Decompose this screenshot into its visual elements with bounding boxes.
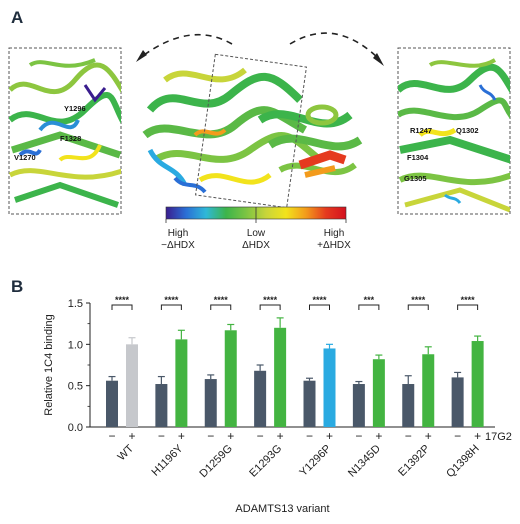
bar-plus — [422, 354, 435, 427]
left-zoom-label-2: F1328 — [60, 134, 81, 143]
panel-a-letter: A — [11, 8, 24, 27]
colorbar-label-mid: Low ΔHDX — [242, 228, 270, 251]
x-category-label: H1196Y — [149, 442, 185, 478]
central-selection-box — [195, 53, 307, 209]
significance-bracket — [259, 304, 281, 310]
bar-minus — [204, 379, 217, 427]
bar-plus — [175, 339, 188, 427]
plus-label: + — [326, 429, 333, 443]
minus-label: − — [454, 429, 461, 443]
plus-label: + — [425, 429, 432, 443]
bar-minus — [155, 384, 168, 427]
significance-bracket — [309, 304, 330, 310]
y-tick-label: 0.5 — [68, 381, 83, 393]
bar-plus — [323, 348, 336, 427]
minus-label: − — [405, 429, 412, 443]
colorbar-label-high: High +ΔHDX — [317, 228, 351, 251]
x-axis-label: ADAMTS13 variant — [235, 503, 329, 515]
treatment-label: 17G2 — [485, 431, 512, 443]
bar-plus — [471, 341, 484, 427]
plus-label: + — [474, 429, 481, 443]
significance-label: **** — [214, 295, 229, 305]
bar-minus — [352, 384, 365, 427]
left-dashed-arrow — [139, 33, 233, 59]
right-arrowhead-icon — [373, 53, 384, 66]
y-axis-label: Relative 1C4 binding — [43, 314, 55, 416]
bar-minus — [451, 377, 464, 427]
significance-bracket — [358, 304, 380, 310]
right-zoom-label-3: F1304 — [407, 153, 429, 162]
significance-bracket — [457, 304, 479, 310]
left-zoom-ribbon — [9, 58, 121, 208]
right-zoom-label-2: Q1302 — [456, 126, 479, 135]
significance-label: **** — [263, 295, 278, 305]
right-zoom-label-4: G1305 — [404, 174, 427, 183]
plus-label: + — [128, 429, 135, 443]
central-structure-ribbon — [142, 67, 363, 194]
minus-label: − — [306, 429, 313, 443]
significance-label: **** — [411, 295, 426, 305]
right-dashed-arrow — [289, 32, 381, 61]
minus-label: − — [207, 429, 214, 443]
x-category-label: E1392P — [396, 443, 432, 479]
panel-a-structure-figure: Y1296 F1328 V1270 — [8, 32, 511, 251]
y-tick-label: 1.5 — [68, 298, 83, 310]
minus-label: − — [257, 429, 264, 443]
right-zoom-ribbon — [398, 58, 510, 213]
panel-a: A — [8, 8, 511, 251]
minus-label: − — [108, 429, 115, 443]
plus-label: + — [227, 429, 234, 443]
colorbar-labels: High −ΔHDX Low ΔHDX High +ΔHDX — [161, 228, 351, 251]
significance-label: *** — [364, 295, 375, 305]
minus-label: − — [158, 429, 165, 443]
x-category-label: Q1398H — [444, 443, 481, 480]
left-zoom-label-3: V1270 — [14, 153, 36, 162]
plus-label: + — [375, 429, 382, 443]
plus-label: + — [178, 429, 185, 443]
x-category-label: D1259G — [197, 443, 234, 480]
significance-label: **** — [164, 295, 179, 305]
x-category-label: Y1296P — [297, 443, 333, 479]
y-tick-label: 1.0 — [68, 339, 83, 351]
significance-bracket — [160, 304, 182, 310]
left-zoom-label-1: Y1296 — [64, 104, 86, 113]
bar-plus — [372, 359, 385, 427]
y-tick-label: 0.0 — [68, 422, 83, 434]
left-arrowhead-icon — [136, 50, 147, 62]
significance-label: **** — [461, 295, 476, 305]
panel-b: B 0.0 0.5 1.0 1.5 Relative 1C4 binding **** − +… — [0, 270, 520, 519]
x-category-label: E1293G — [247, 443, 284, 480]
bar-plus — [274, 327, 287, 427]
bar-plus — [126, 344, 138, 427]
significance-label: **** — [115, 295, 130, 305]
significance-bracket — [210, 304, 232, 310]
significance-bracket — [407, 304, 429, 310]
bar-minus — [303, 380, 316, 427]
bar-plus — [224, 330, 237, 427]
x-category-label: N1345D — [346, 443, 383, 480]
significance-bracket — [111, 304, 133, 310]
right-zoom-label-1: R1247 — [410, 126, 432, 135]
bar-minus — [402, 384, 415, 427]
bar-minus — [254, 370, 267, 427]
significance-label: **** — [312, 295, 327, 305]
x-category-label: WT — [116, 442, 137, 463]
minus-label: − — [355, 429, 362, 443]
bar-minus — [106, 380, 118, 427]
panel-b-letter: B — [11, 277, 24, 296]
colorbar-label-low: High −ΔHDX — [161, 228, 195, 251]
plus-label: + — [277, 429, 284, 443]
